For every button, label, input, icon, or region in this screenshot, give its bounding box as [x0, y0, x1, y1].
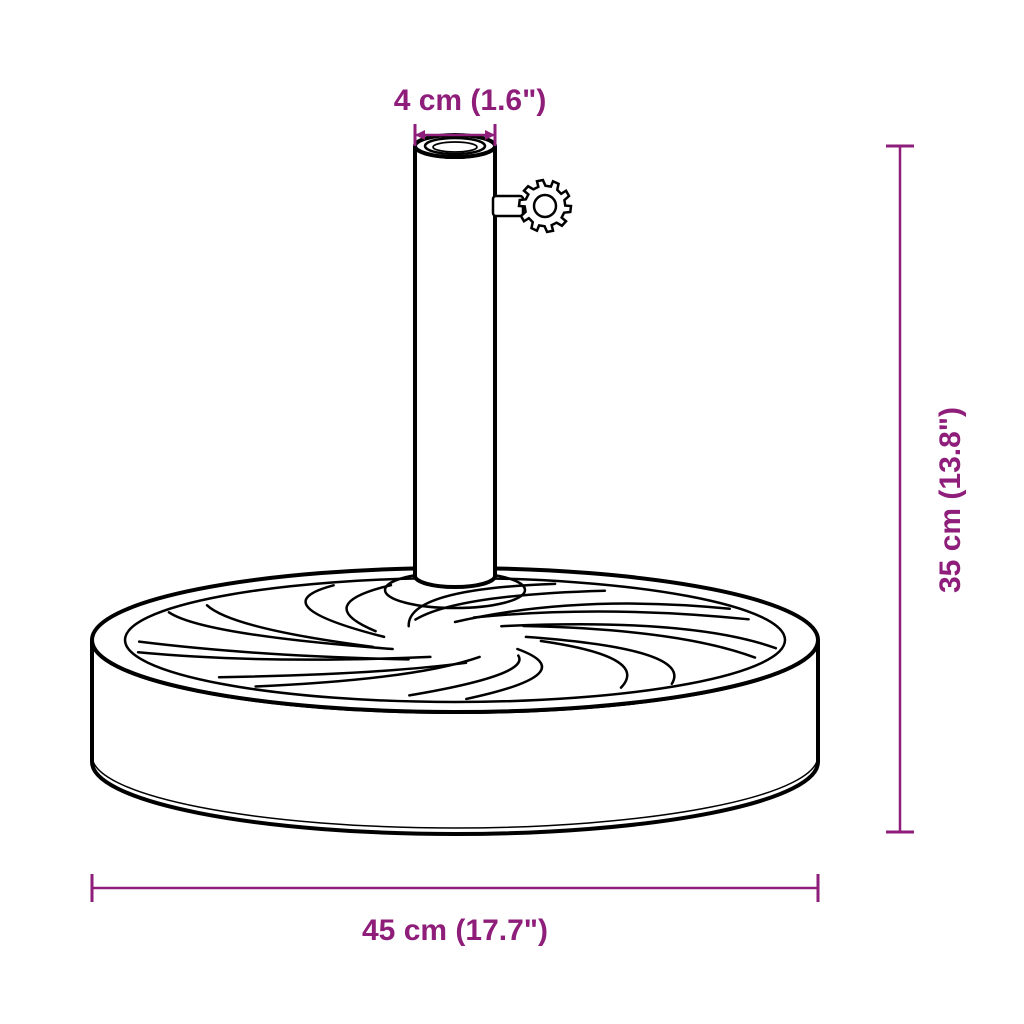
dim-label-base: 45 cm (17.7")	[362, 914, 548, 947]
knob-gear	[519, 180, 571, 232]
dim-label-tube: 4 cm (1.6")	[394, 84, 547, 117]
diagram-canvas: 4 cm (1.6") 45 cm (17.7") 35 cm (13.8")	[0, 0, 1024, 1024]
base-top	[92, 568, 818, 712]
dim-label-height: 35 cm (13.8")	[934, 407, 967, 593]
product-illustration	[92, 135, 818, 834]
tube-body	[415, 146, 495, 587]
